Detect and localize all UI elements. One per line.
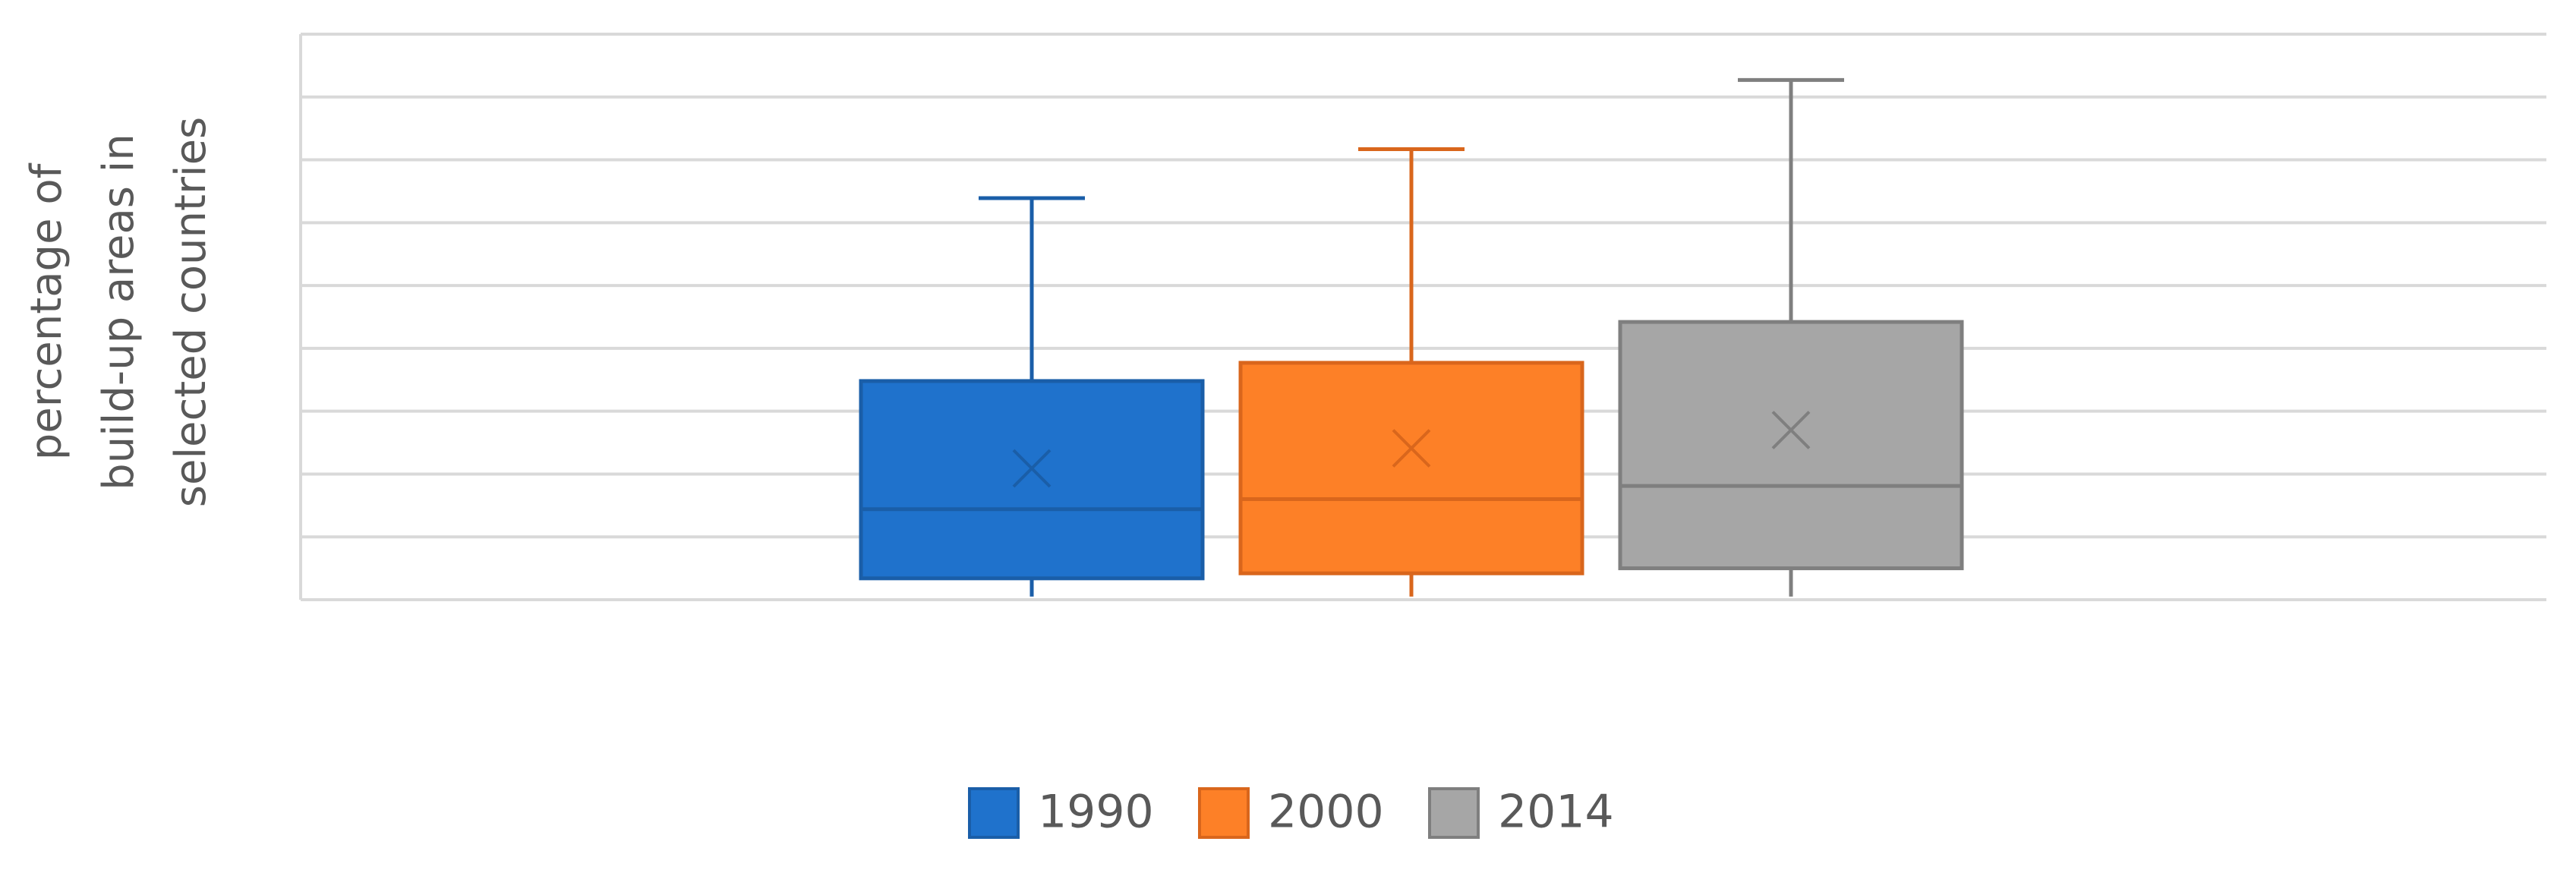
- legend-label: 2014: [1498, 786, 1614, 839]
- mean-marker: [1771, 411, 1811, 449]
- box: [1238, 361, 1584, 575]
- legend-swatch: [1198, 787, 1250, 839]
- legend-label: 1990: [1038, 786, 1154, 839]
- y-axis-label: build-up areas in: [94, 134, 143, 490]
- box: [1618, 320, 1964, 571]
- y-axis-label: percentage of: [22, 162, 71, 460]
- mean-marker: [1012, 449, 1052, 488]
- legend-swatch: [1428, 787, 1480, 839]
- legend-label: 2000: [1268, 786, 1384, 839]
- mean-marker: [1392, 429, 1431, 468]
- box: [859, 379, 1205, 581]
- legend-swatch: [968, 787, 1020, 839]
- y-axis-label: selected countries: [166, 117, 216, 507]
